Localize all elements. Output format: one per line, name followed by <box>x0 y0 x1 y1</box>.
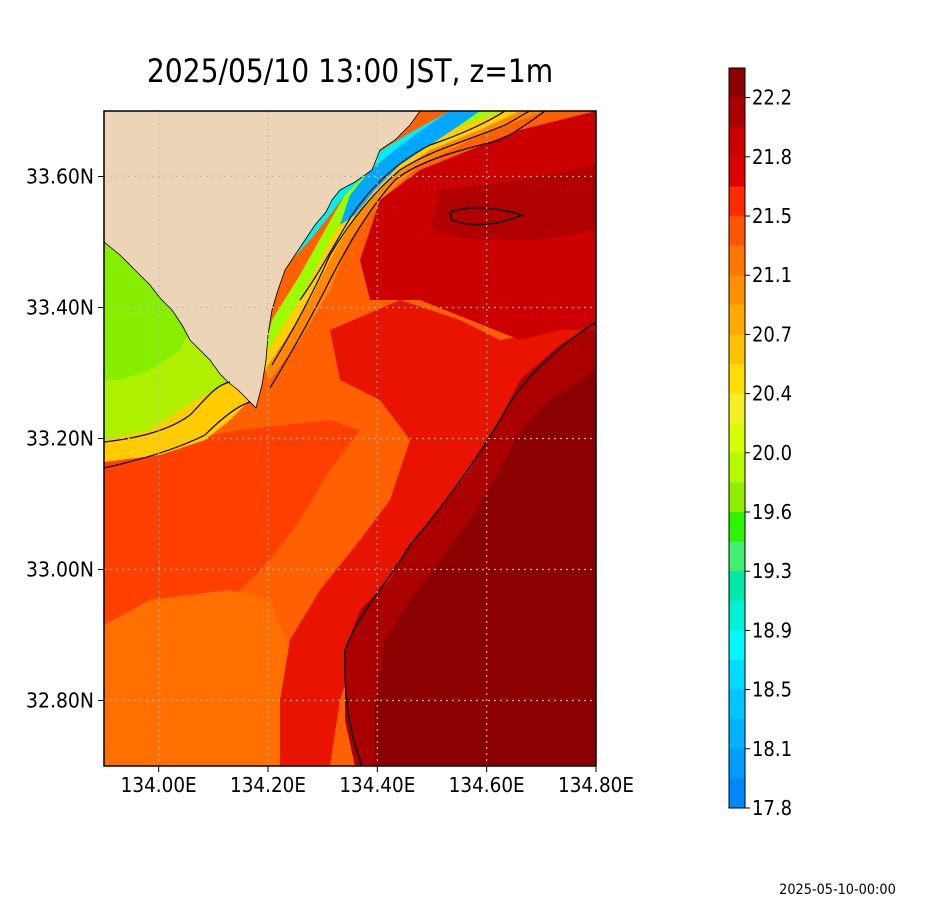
contour-line-coast-3 <box>299 111 506 301</box>
colorbar-frame <box>728 67 746 809</box>
colorbar-segment <box>729 127 745 158</box>
colorbar-segment <box>729 275 745 306</box>
colorbar-label: 20.7 <box>752 322 792 346</box>
colorbar-label: 17.8 <box>752 796 792 820</box>
sst-region-west-warm <box>104 420 360 625</box>
colorbar-label: 20.4 <box>752 382 792 406</box>
sst-region-kuroshio-core <box>345 322 596 766</box>
colorbar-segment <box>729 423 745 454</box>
sst-region-north-dark <box>430 165 596 240</box>
contour-line-west-1 <box>104 401 251 469</box>
colorbar-segment <box>729 186 745 217</box>
colorbar-segment <box>729 660 745 691</box>
colorbar-segment <box>729 778 745 809</box>
sst-band-blue <box>340 111 480 225</box>
gridlines <box>104 111 596 766</box>
lon-tick-label: 134.40E <box>339 773 415 797</box>
land-shikoku <box>104 111 421 409</box>
colorbar-label: 18.1 <box>752 737 792 761</box>
colorbar-segment <box>729 364 745 395</box>
lat-tick-label: 33.20N <box>26 427 94 451</box>
colorbar-segment <box>729 719 745 750</box>
run-timestamp: 2025-05-10-00:00 <box>779 882 896 898</box>
colorbar-segment <box>729 452 745 483</box>
lat-tick-label: 33.40N <box>26 296 94 320</box>
colorbar-label: 18.9 <box>752 618 792 642</box>
colorbar-segment <box>729 630 745 661</box>
lon-tick-label: 134.60E <box>449 773 525 797</box>
lat-axis: 32.80N 33.00N 33.20N 33.40N 33.60N <box>26 165 104 713</box>
contour-line-kuroshio <box>344 321 596 766</box>
colorbar-segment <box>729 245 745 276</box>
colorbar-labels: 22.2 21.8 21.5 21.1 20.7 20.4 20.0 19.6 19.3 18.9… <box>745 86 792 820</box>
sst-region-kuroshio-edge <box>345 322 596 766</box>
colorbar-label: 19.6 <box>752 500 792 524</box>
colorbar-segment <box>729 68 745 99</box>
colorbar-segment <box>729 334 745 365</box>
colorbar-segment <box>729 748 745 779</box>
lon-tick-label: 134.00E <box>121 773 197 797</box>
colorbar-label: 21.8 <box>752 145 792 169</box>
sst-region-west-green <box>104 240 190 380</box>
colorbar-segment <box>729 393 745 424</box>
lon-tick-label: 134.80E <box>558 773 634 797</box>
colorbar-segment <box>729 156 745 187</box>
colorbar-label: 20.0 <box>752 441 792 465</box>
colorbar-label: 18.5 <box>752 678 792 702</box>
colorbar-segment <box>729 97 745 128</box>
colorbar-label: 21.1 <box>752 263 792 287</box>
map-title: 2025/05/10 13:00 JST, z=1m <box>146 52 554 90</box>
colorbar-segment <box>729 600 745 631</box>
lat-tick-label: 33.00N <box>26 558 94 582</box>
colorbar-segment <box>729 216 745 247</box>
lon-tick-label: 134.20E <box>230 773 306 797</box>
colorbar-label: 21.5 <box>752 204 792 228</box>
contour-line-west-2 <box>104 381 231 443</box>
colorbar-segment <box>729 304 745 335</box>
colorbar-segment <box>729 512 745 543</box>
colorbar-segment <box>729 482 745 513</box>
contour-line-coast-1 <box>269 111 546 389</box>
contour-line-north-eddy <box>449 207 525 226</box>
colorbar-segment <box>729 689 745 720</box>
sst-region-southwest-orange <box>104 590 310 766</box>
lon-axis: 134.00E 134.20E 134.40E 134.60E 134.80E <box>121 766 634 797</box>
colorbar <box>728 67 746 809</box>
colorbar-segment <box>729 571 745 602</box>
colorbar-label: 19.3 <box>752 559 792 583</box>
sst-region-west-yellow <box>104 380 250 462</box>
colorbar-label: 22.2 <box>752 86 792 110</box>
lat-tick-label: 33.60N <box>26 165 94 189</box>
colorbar-segment <box>729 541 745 572</box>
lat-tick-label: 32.80N <box>26 689 94 713</box>
